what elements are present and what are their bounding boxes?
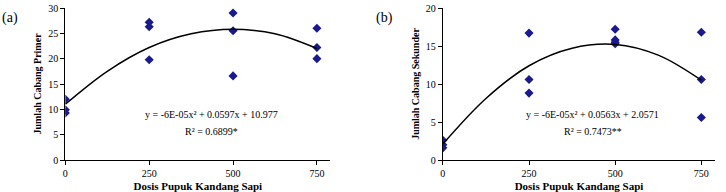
svg-text:(a): (a) (2, 10, 18, 26)
svg-text:10: 10 (48, 104, 58, 115)
svg-text:15: 15 (48, 79, 58, 90)
svg-text:5: 5 (431, 117, 436, 128)
svg-text:750: 750 (694, 168, 709, 179)
svg-text:20: 20 (426, 3, 436, 14)
svg-text:Jumlah Cabang Sekunder: Jumlah Cabang Sekunder (410, 28, 421, 140)
svg-text:10: 10 (426, 79, 436, 90)
svg-text:5: 5 (53, 129, 58, 140)
svg-text:y = -6E-05x² + 0.0597x + 10.97: y = -6E-05x² + 0.0597x + 10.977 (145, 109, 278, 120)
svg-text:Dosis Pupuk Kandang Sapi: Dosis Pupuk Kandang Sapi (515, 180, 644, 192)
svg-text:750: 750 (309, 168, 324, 179)
svg-text:500: 500 (608, 168, 623, 179)
svg-text:250: 250 (522, 168, 537, 179)
svg-text:R² = 0.7473**: R² = 0.7473** (564, 126, 622, 137)
svg-text:30: 30 (48, 3, 58, 14)
svg-text:500: 500 (226, 168, 241, 179)
svg-text:25: 25 (48, 28, 58, 39)
svg-text:(b): (b) (376, 10, 393, 26)
svg-text:0: 0 (431, 155, 436, 166)
svg-text:20: 20 (48, 53, 58, 64)
svg-text:y = -6E-05x² + 0.0563x + 2.057: y = -6E-05x² + 0.0563x + 2.0571 (526, 109, 659, 120)
svg-text:0: 0 (53, 155, 58, 166)
svg-text:15: 15 (426, 41, 436, 52)
svg-text:0: 0 (440, 168, 445, 179)
svg-text:Jumlah Cabang Primer: Jumlah Cabang Primer (32, 33, 43, 135)
svg-text:R² = 0.6899*: R² = 0.6899* (185, 126, 238, 137)
svg-text:0: 0 (63, 168, 68, 179)
svg-text:Dosis Pupuk Kandang Sapi: Dosis Pupuk Kandang Sapi (133, 180, 262, 192)
svg-text:250: 250 (142, 168, 157, 179)
